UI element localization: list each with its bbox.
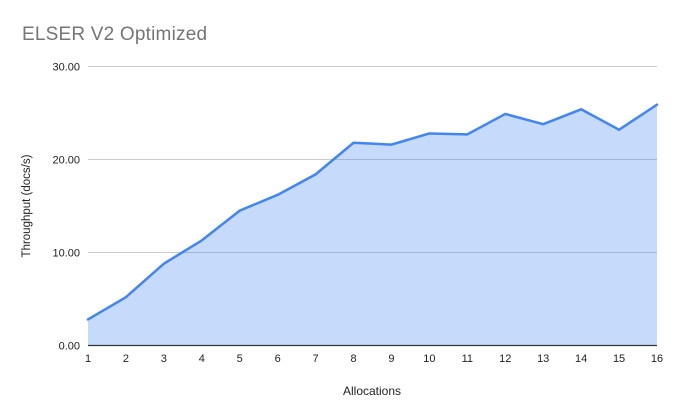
x-tick-label: 7	[313, 353, 319, 365]
x-tick-label: 5	[237, 353, 243, 365]
x-tick-label: 11	[462, 353, 473, 365]
x-tick-label: 16	[651, 353, 663, 365]
y-tick-labels: 0.00 10.00 20.00 30.00	[52, 62, 80, 353]
x-tick-label: 8	[350, 353, 356, 365]
x-tick-label: 1	[85, 353, 91, 365]
x-tick-label: 10	[423, 353, 435, 365]
area-series	[88, 104, 657, 346]
x-tick-labels: 1 2 3 4 5 6 7 8 9 10 11 12 13 14 15 16	[85, 353, 663, 365]
x-tick-label: 13	[537, 353, 549, 365]
x-tick-label: 12	[499, 353, 511, 365]
x-tick-label: 6	[275, 353, 281, 365]
y-tick-label: 30.00	[52, 62, 80, 74]
y-tick-label: 10.00	[52, 248, 80, 260]
chart-title: ELSER V2 Optimized	[22, 24, 208, 45]
x-tick-label: 15	[613, 353, 625, 365]
y-tick-label: 0.00	[59, 341, 80, 353]
x-tick-label: 2	[123, 353, 129, 365]
x-tick-label: 4	[199, 353, 205, 365]
x-tick-label: 14	[575, 353, 587, 365]
x-tick-label: 3	[161, 353, 167, 365]
series-line	[86, 103, 659, 321]
x-tick-label: 9	[388, 353, 394, 365]
x-axis-title: Allocations	[342, 384, 402, 398]
y-tick-label: 20.00	[52, 155, 80, 167]
